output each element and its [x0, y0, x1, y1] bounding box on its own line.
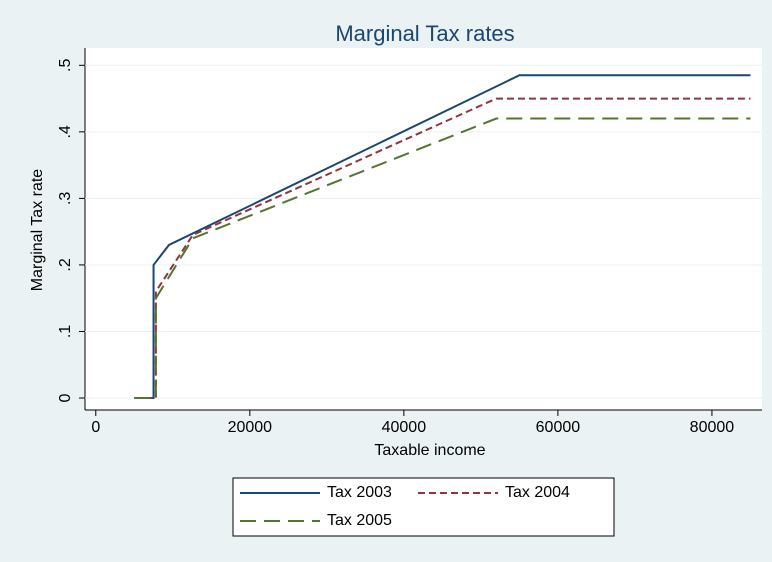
chart-title: Marginal Tax rates	[335, 21, 514, 46]
y-tick-label: .4	[57, 125, 74, 138]
x-tick-label: 20000	[228, 419, 273, 436]
x-tick-label: 0	[91, 419, 100, 436]
legend-label: Tax 2005	[327, 512, 392, 529]
x-tick-label: 80000	[690, 419, 735, 436]
x-axis-label: Taxable income	[374, 442, 485, 459]
legend-label: Tax 2004	[505, 484, 570, 501]
x-tick-label: 60000	[536, 419, 581, 436]
y-tick-label: .3	[57, 192, 74, 205]
series-line	[134, 117, 751, 400]
legend-label: Tax 2003	[327, 484, 392, 501]
series-line	[134, 97, 751, 400]
y-tick-label: .1	[57, 325, 74, 338]
plot-area	[85, 48, 762, 410]
x-tick-label: 40000	[382, 419, 427, 436]
y-tick-label: .5	[57, 59, 74, 72]
y-axis-label: Marginal Tax rate	[29, 169, 46, 292]
legend	[232, 477, 615, 537]
y-tick-label: 0	[57, 393, 74, 402]
y-tick-label: .2	[57, 258, 74, 271]
